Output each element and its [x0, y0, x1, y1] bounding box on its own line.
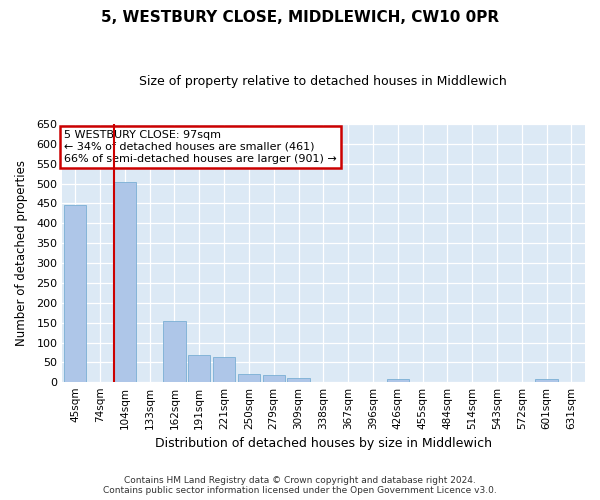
Bar [263, 375, 285, 382]
Bar [287, 378, 310, 382]
Text: 5, WESTBURY CLOSE, MIDDLEWICH, CW10 0PR: 5, WESTBURY CLOSE, MIDDLEWICH, CW10 0PR [101, 10, 499, 25]
Y-axis label: Number of detached properties: Number of detached properties [15, 160, 28, 346]
X-axis label: Distribution of detached houses by size in Middlewich: Distribution of detached houses by size … [155, 437, 492, 450]
Title: Size of property relative to detached houses in Middlewich: Size of property relative to detached ho… [139, 75, 507, 88]
Text: Contains HM Land Registry data © Crown copyright and database right 2024.
Contai: Contains HM Land Registry data © Crown c… [103, 476, 497, 495]
Bar [535, 379, 558, 382]
Bar [163, 320, 185, 382]
Bar [64, 204, 86, 382]
Bar [114, 182, 136, 382]
Bar [213, 356, 235, 382]
Bar [238, 374, 260, 382]
Bar [386, 379, 409, 382]
Text: 5 WESTBURY CLOSE: 97sqm
← 34% of detached houses are smaller (461)
66% of semi-d: 5 WESTBURY CLOSE: 97sqm ← 34% of detache… [64, 130, 337, 164]
Bar [188, 354, 211, 382]
